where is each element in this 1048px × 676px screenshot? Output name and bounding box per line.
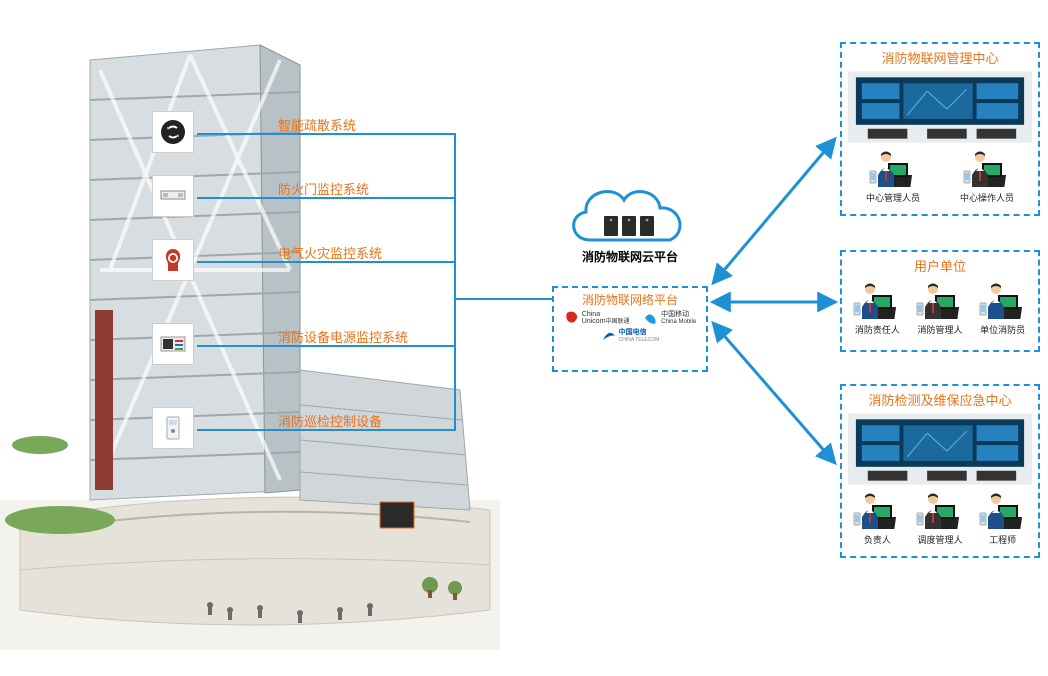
panel-user-role-2-label: 单位消防员 (980, 323, 1025, 336)
carrier-row-2: 中国电信CHINA TELECOM (560, 328, 700, 344)
panel-mgmt-title: 消防物联网管理中心 (848, 48, 1032, 67)
panel-user-role-0: 消防责任人 (852, 279, 902, 336)
building-illustration (0, 10, 500, 650)
network-platform-title: 消防物联网络平台 (560, 291, 700, 308)
panel-user: 用户单位 消防责任人 消防管理人 单位消防员 (840, 250, 1040, 352)
panel-maint-role-2-label: 工程师 (989, 533, 1016, 546)
sys-patrol-connector (197, 429, 456, 431)
panel-maint-role-0: 负责人 (852, 489, 902, 546)
sys-elec-connector (197, 261, 456, 263)
panel-mgmt: 消防物联网管理中心 中心管理人员 (840, 42, 1040, 216)
sys-elec-device-icon (152, 239, 194, 281)
sys-evac-connector (197, 133, 456, 135)
sys-patrol-label: 消防巡检控制设备 (278, 411, 382, 430)
panel-user-role-2: 单位消防员 (978, 279, 1028, 336)
sys-patrol-device-icon (152, 407, 194, 449)
carrier-row-1: ChinaUnicom中国联通 中国移动China Mobile (560, 310, 700, 326)
network-platform-box: 消防物联网络平台 ChinaUnicom中国联通 中国移动China Mobil… (552, 286, 708, 372)
panel-user-roles: 消防责任人 消防管理人 单位消防员 (848, 279, 1032, 336)
sys-power-device-icon (152, 323, 194, 365)
carrier-mobile: 中国移动China Mobile (643, 310, 696, 326)
panel-maint-role-1: 调度管理人 (915, 489, 965, 546)
sys-power-label: 消防设备电源监控系统 (278, 327, 408, 346)
building-svg (0, 10, 500, 650)
sys-power-connector (197, 345, 456, 347)
panel-user-role-0-label: 消防责任人 (855, 323, 900, 336)
sys-evac-label: 智能疏散系统 (278, 115, 356, 134)
panel-user-arrow (706, 294, 842, 310)
cloud-label: 消防物联网云平台 (560, 248, 700, 265)
panel-mgmt-role-1: 中心操作人员 (960, 147, 1014, 204)
panel-mgmt-arrow (706, 132, 842, 290)
sys-elec-label: 电气火灾监控系统 (278, 243, 382, 262)
panel-maint-role-2: 工程师 (978, 489, 1028, 546)
panel-maint-title: 消防检测及维保应急中心 (848, 390, 1032, 409)
carrier-unicom: ChinaUnicom中国联通 (564, 310, 630, 326)
panel-mgmt-role-0: 中心管理人员 (866, 147, 920, 204)
panel-user-title: 用户单位 (848, 256, 1032, 275)
panel-user-role-1-label: 消防管理人 (917, 323, 962, 336)
trunk-horizontal-line (454, 298, 554, 300)
panel-mgmt-role-1-label: 中心操作人员 (960, 191, 1014, 204)
merge-vertical-line (454, 134, 456, 430)
sys-door-device-icon (152, 175, 194, 217)
panel-maint-arrow (706, 316, 842, 470)
panel-mgmt-screen-icon (848, 71, 1032, 143)
panel-maint: 消防检测及维保应急中心 负责人 (840, 384, 1040, 558)
panel-user-role-1: 消防管理人 (915, 279, 965, 336)
panel-mgmt-role-0-label: 中心管理人员 (866, 191, 920, 204)
carrier-telecom: 中国电信CHINA TELECOM (601, 328, 660, 344)
panel-maint-role-0-label: 负责人 (864, 533, 891, 546)
panel-maint-screen-icon (848, 413, 1032, 485)
sys-door-label: 防火门监控系统 (278, 179, 369, 198)
sys-door-connector (197, 197, 456, 199)
panel-maint-role-1-label: 调度管理人 (917, 533, 962, 546)
panel-mgmt-roles: 中心管理人员 中心操作人员 (848, 147, 1032, 204)
panel-maint-roles: 负责人 调度管理人 工程师 (848, 489, 1032, 546)
sys-evac-device-icon (152, 111, 194, 153)
